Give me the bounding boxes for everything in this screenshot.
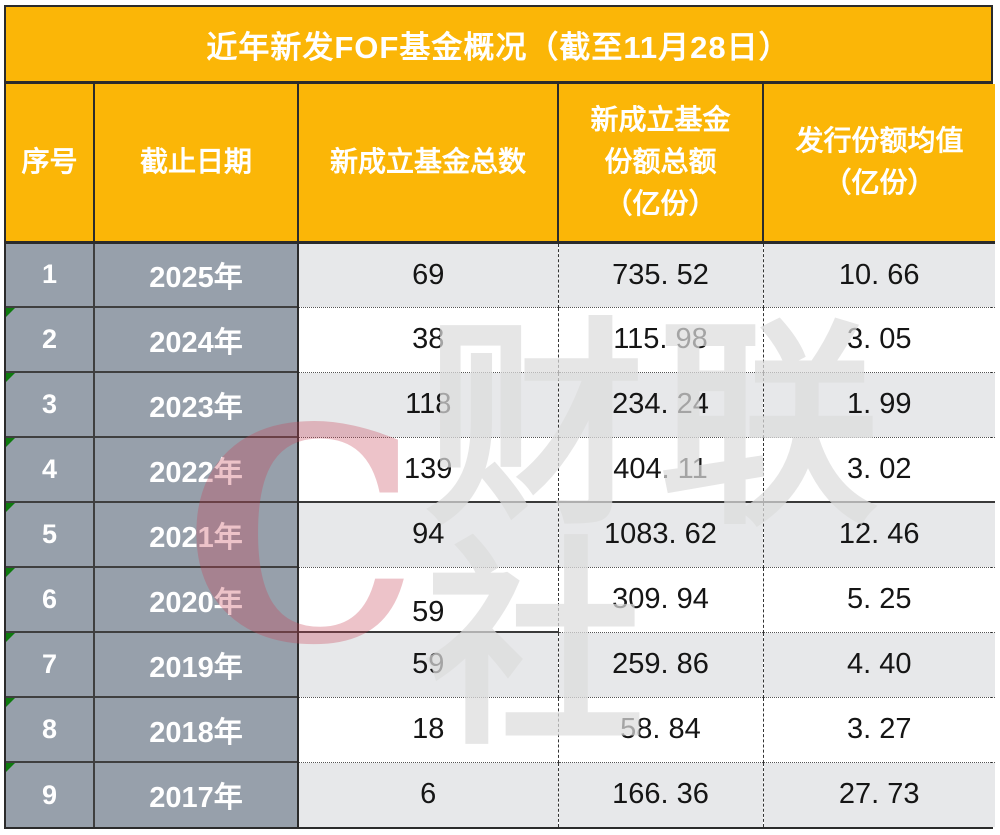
avg-share-cell: 4. 40 — [762, 631, 995, 697]
avg-share-cell: 3. 02 — [762, 436, 995, 502]
header-label: 序号 — [21, 146, 78, 178]
fund-count-cell: 6 — [297, 761, 558, 827]
row-index-cell: 1 — [6, 241, 94, 307]
header-total-share: 新成立基金 份额总额 （亿份） — [557, 84, 763, 244]
avg-share-cell: 1. 99 — [762, 371, 995, 437]
row-index-cell: 4 — [6, 436, 94, 502]
fof-table-panel: 近年新发FOF基金概况（截至11月28日） 序号 截止日期 新成立基金总数 新成… — [4, 5, 995, 829]
fund-count-cell: 59 — [297, 566, 558, 632]
table-row: 5 2021年 94 1083. 62 12. 46 — [6, 501, 995, 567]
year-cell: 2021年 — [93, 501, 298, 567]
table-row: 3 2023年 118 234. 24 1. 99 — [6, 371, 995, 437]
fund-count-cell: 59 — [297, 631, 558, 697]
fund-count-cell: 69 — [297, 241, 558, 307]
avg-share-cell: 3. 05 — [762, 306, 995, 372]
header-fund-count: 新成立基金总数 — [297, 84, 558, 244]
row-index-cell: 8 — [6, 696, 94, 762]
total-share-cell: 1083. 62 — [557, 501, 763, 567]
table-row: 6 2020年 59 309. 94 5. 25 — [6, 566, 995, 632]
row-index-cell: 5 — [6, 501, 94, 567]
page-title: 近年新发FOF基金概况（截至11月28日） — [6, 7, 991, 84]
header-label: 截止日期 — [139, 146, 252, 178]
header-cutoff-date: 截止日期 — [93, 84, 298, 244]
avg-share-cell: 3. 27 — [762, 696, 995, 762]
total-share-cell: 404. 11 — [557, 436, 763, 502]
row-index-cell: 2 — [6, 306, 94, 372]
avg-share-cell: 5. 25 — [762, 566, 995, 632]
avg-share-cell: 10. 66 — [762, 241, 995, 307]
table-row: 4 2022年 139 404. 11 3. 02 — [6, 436, 995, 502]
total-share-cell: 58. 84 — [557, 696, 763, 762]
year-cell: 2020年 — [93, 566, 298, 632]
row-index-cell: 9 — [6, 761, 94, 827]
avg-share-cell: 12. 46 — [762, 501, 995, 567]
year-cell: 2023年 — [93, 371, 298, 437]
fund-count-cell: 38 — [297, 306, 558, 372]
fof-data-table: 序号 截止日期 新成立基金总数 新成立基金 份额总额 （亿份） 发行份额均值 （… — [6, 84, 995, 827]
table-row: 2 2024年 38 115. 98 3. 05 — [6, 306, 995, 372]
total-share-cell: 259. 86 — [557, 631, 763, 697]
year-cell: 2022年 — [93, 436, 298, 502]
fund-count-cell: 118 — [297, 371, 558, 437]
table-row: 8 2018年 18 58. 84 3. 27 — [6, 696, 995, 762]
header-label-line: 发行份额均值 — [795, 125, 964, 157]
total-share-cell: 735. 52 — [557, 241, 763, 307]
year-cell: 2024年 — [93, 306, 298, 372]
row-index-cell: 7 — [6, 631, 94, 697]
row-index-cell: 6 — [6, 566, 94, 632]
total-share-cell: 166. 36 — [557, 761, 763, 827]
year-cell: 2017年 — [93, 761, 298, 827]
year-cell: 2018年 — [93, 696, 298, 762]
table-row: 7 2019年 59 259. 86 4. 40 — [6, 631, 995, 697]
year-cell: 2025年 — [93, 241, 298, 307]
header-avg-share: 发行份额均值 （亿份） — [762, 84, 995, 244]
header-label-line: （亿份） — [604, 188, 717, 220]
avg-share-cell: 27. 73 — [762, 761, 995, 827]
fund-count-cell: 18 — [297, 696, 558, 762]
total-share-cell: 115. 98 — [557, 306, 763, 372]
header-label-line: 新成立基金 — [590, 104, 731, 136]
table-row: 9 2017年 6 166. 36 27. 73 — [6, 761, 995, 827]
total-share-cell: 309. 94 — [557, 566, 763, 632]
header-label-line: （亿份） — [823, 167, 936, 199]
fund-count-cell: 139 — [297, 436, 558, 502]
header-label-line: 份额总额 — [604, 146, 717, 178]
header-label: 新成立基金总数 — [329, 146, 526, 178]
row-index-cell: 3 — [6, 371, 94, 437]
year-cell: 2019年 — [93, 631, 298, 697]
total-share-cell: 234. 24 — [557, 371, 763, 437]
header-row: 序号 截止日期 新成立基金总数 新成立基金 份额总额 （亿份） 发行份额均值 （… — [6, 84, 995, 244]
header-index: 序号 — [6, 84, 94, 244]
table-row: 1 2025年 69 735. 52 10. 66 — [6, 241, 995, 307]
fund-count-cell: 94 — [297, 501, 558, 567]
